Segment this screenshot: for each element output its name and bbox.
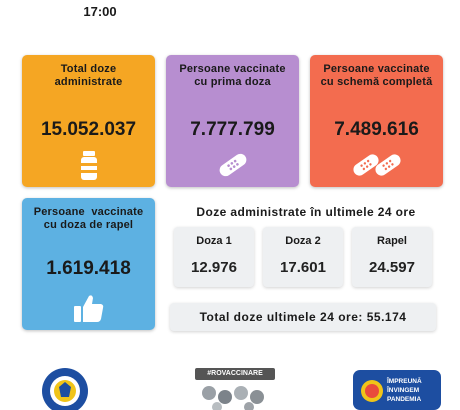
- first-dose-title-line1: Persoane vaccinate: [179, 63, 286, 75]
- virus-pattern-icon: [202, 386, 264, 410]
- dose1-value: 12.976: [191, 259, 237, 276]
- dose2-label: Doza 2: [285, 235, 321, 247]
- full-schema-value: 7.489.616: [334, 119, 419, 140]
- booster24-card: Rapel 24.597: [352, 227, 432, 287]
- booster-title: Persoane vaccinate cu doza de rapel: [22, 206, 155, 232]
- impreuna-line3: PANDEMIA: [387, 396, 422, 403]
- total-24h-bar: Total doze ultimele 24 ore: 55.174: [170, 303, 436, 331]
- first-dose-value: 7.777.799: [190, 119, 275, 140]
- impreuna-line1: ÎMPREUNĂ: [387, 378, 422, 385]
- full-schema-card: Persoane vaccinate cu schemă completă 7.…: [310, 55, 443, 187]
- report-time: 17:00: [83, 4, 117, 19]
- booster-card: Persoane vaccinate cu doza de rapel 1.61…: [22, 198, 155, 330]
- total-doses-value: 15.052.037: [40, 119, 137, 140]
- total-24h-value: 55.174: [366, 310, 407, 324]
- full-schema-title-line1: Persoane vaccinate: [323, 63, 430, 75]
- booster-title-line2: cu doza de rapel: [43, 219, 134, 231]
- full-schema-title-line2: cu schemă completă: [320, 76, 433, 88]
- impreuna-line2: ÎNVINGEM: [387, 387, 420, 394]
- first-dose-title-line2: cu prima doza: [194, 76, 271, 88]
- total-doses-title: Total doze administrate: [22, 63, 155, 89]
- booster24-label: Rapel: [377, 235, 407, 247]
- dose1-label: Doza 1: [196, 235, 232, 247]
- bandage-icon: [219, 153, 247, 177]
- thumbs-up-icon: [74, 295, 104, 322]
- rovaccinare-hashtag: #ROVACCINARE: [195, 368, 275, 380]
- full-schema-title: Persoane vaccinate cu schemă completă: [310, 63, 443, 89]
- total-doses-card: Total doze administrate 15.052.037: [22, 55, 155, 187]
- total-24h-label: Total doze ultimele 24 ore:: [199, 310, 363, 324]
- last24-heading: Doze administrate în ultimele 24 ore: [196, 205, 416, 219]
- booster24-value: 24.597: [369, 259, 415, 276]
- impreuna-logo: ÎMPREUNĂ ÎNVINGEM PANDEMIA: [353, 370, 441, 410]
- total-doses-title-line2: administrate: [54, 76, 123, 88]
- government-seal-icon: [42, 368, 88, 410]
- booster-value: 1.619.418: [46, 258, 131, 279]
- government-logo: [40, 366, 90, 410]
- first-dose-card: Persoane vaccinate cu prima doza 7.777.7…: [166, 55, 299, 187]
- double-bandage-icon: [353, 154, 401, 176]
- dose1-card: Doza 1 12.976: [174, 227, 254, 287]
- booster-title-line1: Persoane vaccinate: [33, 206, 144, 218]
- first-dose-title: Persoane vaccinate cu prima doza: [166, 63, 299, 89]
- total-doses-title-line1: Total doze: [60, 63, 117, 75]
- heart-map-icon: [361, 380, 383, 402]
- dose2-card: Doza 2 17.601: [263, 227, 343, 287]
- dose2-value: 17.601: [280, 259, 326, 276]
- vaccine-vial-icon: [81, 151, 97, 180]
- rovaccinare-logo: #ROVACCINARE: [195, 368, 275, 410]
